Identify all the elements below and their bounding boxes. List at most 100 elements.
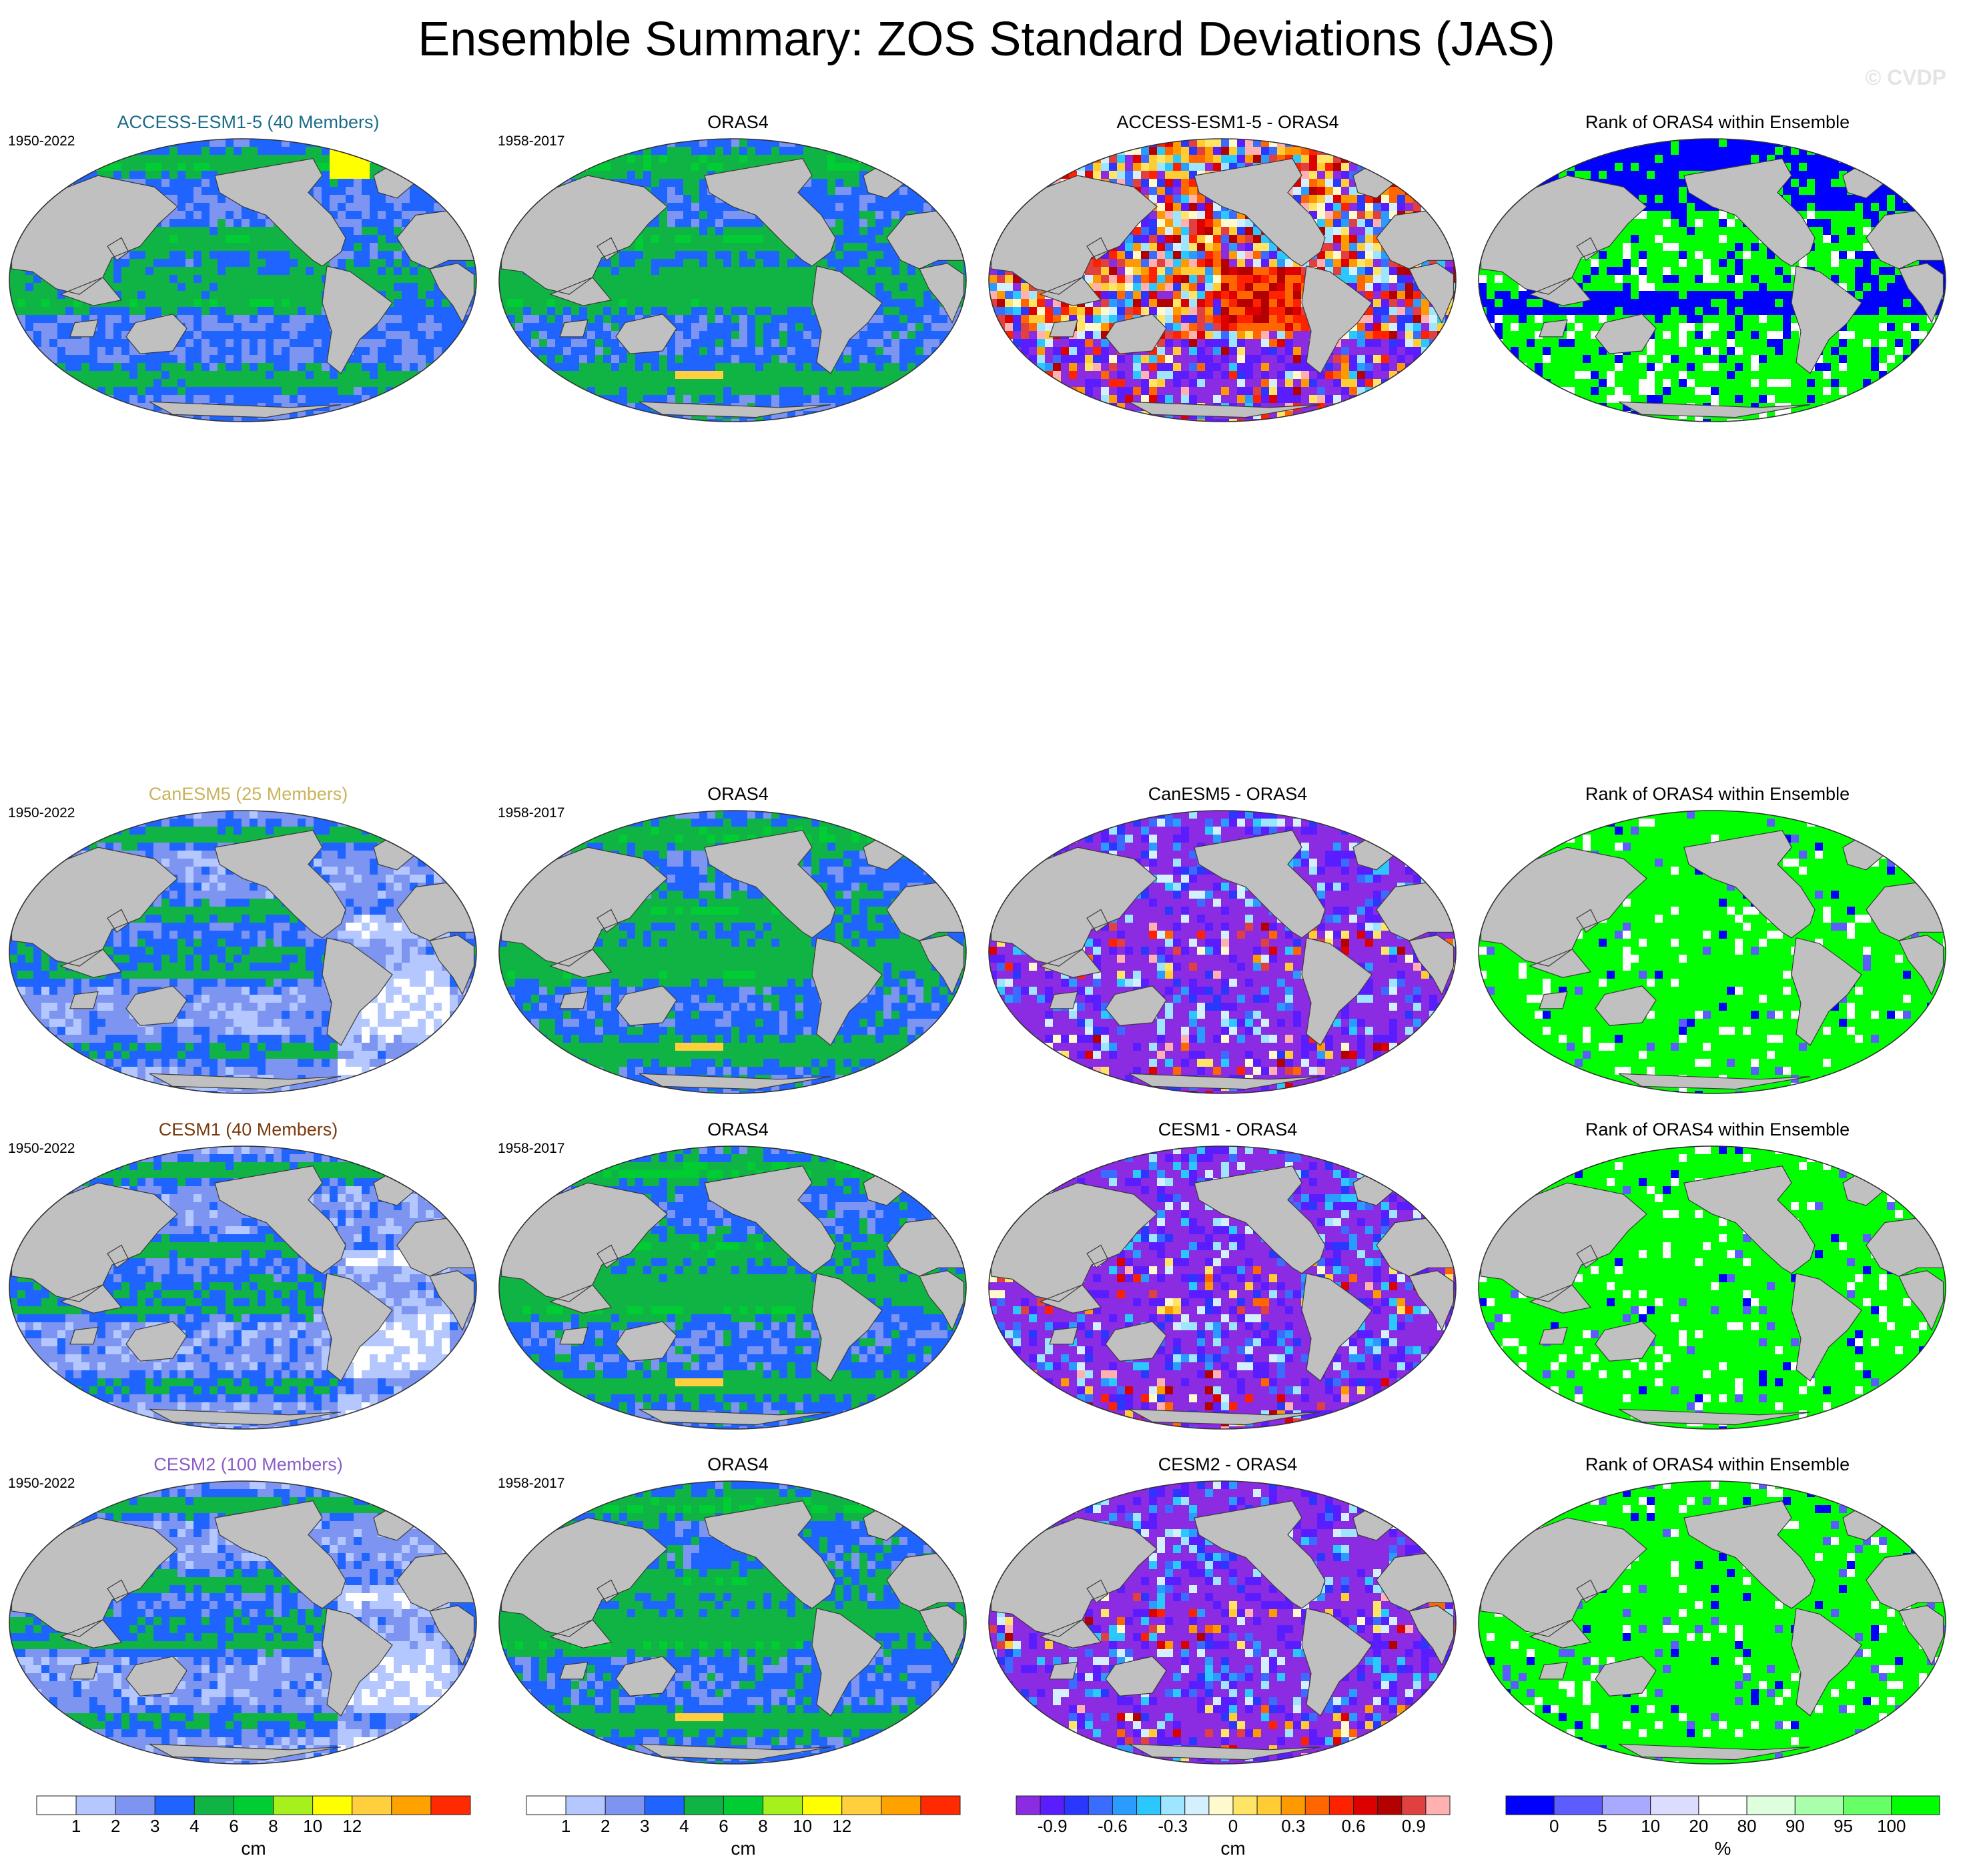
colorbar-swatch [1088, 1795, 1113, 1815]
cvdp-watermark: © CVDP [1866, 65, 1946, 90]
map-panel-cesm2-obs: ORAS4 1958-2017 [498, 1454, 978, 1768]
colorbar-swatch [193, 1795, 234, 1815]
panel-years: 1950-2022 [8, 1476, 75, 1492]
panel-years: 1950-2022 [8, 805, 75, 821]
map-std-field [9, 1480, 477, 1765]
colorbar-tick-label: 8 [758, 1816, 767, 1836]
panel-title: ACCESS-ESM1-5 - ORAS4 [988, 112, 1468, 133]
colorbar-unit: cm [731, 1838, 755, 1859]
map-diff-field [988, 138, 1457, 422]
colorbar-swatch [565, 1795, 606, 1815]
panel-title: ORAS4 [498, 784, 978, 805]
colorbar-tick-label: 3 [640, 1816, 649, 1836]
colorbar-tick-label: 4 [679, 1816, 689, 1836]
colorbar-tick-label: 0.9 [1402, 1816, 1426, 1836]
colorbar-swatch [605, 1795, 645, 1815]
map-diff-field [988, 1480, 1457, 1765]
colorbar-swatch [802, 1795, 843, 1815]
panel-title: CESM2 (100 Members) [8, 1454, 488, 1475]
colorbar-tick-label: 12 [342, 1816, 362, 1836]
colorbar-swatch [723, 1795, 764, 1815]
map-std-field [498, 1480, 967, 1765]
map-panel-access-obs: ORAS4 1958-2017 [498, 112, 978, 426]
colorbar-tick-label: 4 [189, 1816, 199, 1836]
map-std-field [9, 1145, 477, 1430]
colorbar-swatch [1746, 1795, 1796, 1815]
map-rank-field [1478, 1480, 1946, 1765]
colorbar-unit: cm [1220, 1838, 1245, 1859]
map-std-field [498, 138, 967, 422]
colorbar-swatch [1505, 1795, 1555, 1815]
colorbar-tick-label: -0.3 [1158, 1816, 1188, 1836]
map-std-field [9, 138, 477, 422]
colorbar-tick-label: 20 [1689, 1816, 1708, 1836]
panel-title: CESM2 - ORAS4 [988, 1454, 1468, 1475]
colorbar-unit: % [1715, 1838, 1731, 1859]
map-std-field [498, 1145, 967, 1430]
panel-years: 1958-2017 [498, 1141, 564, 1157]
colorbar-tick-label: 6 [719, 1816, 728, 1836]
colorbar-swatch [1064, 1795, 1089, 1815]
colorbar-tick-label: 0 [1228, 1816, 1238, 1836]
colorbar-tick-label: 3 [150, 1816, 159, 1836]
colorbar-swatch [644, 1795, 685, 1815]
map-panel-can-obs: ORAS4 1958-2017 [498, 784, 978, 1097]
colorbar-swatch [1112, 1795, 1138, 1815]
colorbar-swatch [233, 1795, 274, 1815]
map-panel-cesm1-diff: CESM1 - ORAS4 [988, 1119, 1468, 1433]
colorbar-swatch [1016, 1795, 1041, 1815]
colorbar-swatch [1232, 1795, 1258, 1815]
panel-years: 1950-2022 [8, 133, 75, 149]
colorbar-swatch [273, 1795, 314, 1815]
panel-title: ORAS4 [498, 1119, 978, 1140]
colorbar-tick-label: 0 [1549, 1816, 1559, 1836]
colorbar-tick-label: 80 [1737, 1816, 1757, 1836]
map-panel-can-rank: Rank of ORAS4 within Ensemble [1477, 784, 1958, 1097]
colorbar-swatch [36, 1795, 77, 1815]
colorbar-swatch [1891, 1795, 1940, 1815]
colorbar-swatch [1843, 1795, 1892, 1815]
panel-title: CanESM5 (25 Members) [8, 784, 488, 805]
map-std-field [498, 810, 967, 1094]
panel-title: Rank of ORAS4 within Ensemble [1477, 112, 1958, 133]
colorbar-tick-label: 10 [1641, 1816, 1660, 1836]
panel-years: 1958-2017 [498, 133, 564, 149]
colorbar-tick-label: 12 [832, 1816, 851, 1836]
map-panel-cesm1-rank: Rank of ORAS4 within Ensemble [1477, 1119, 1958, 1433]
colorbar-swatch [1136, 1795, 1162, 1815]
map-panel-cesm1-model: CESM1 (40 Members) 1950-2022 [8, 1119, 488, 1433]
panel-years: 1958-2017 [498, 805, 564, 821]
map-diff-field [988, 810, 1457, 1094]
panel-years: 1950-2022 [8, 1141, 75, 1157]
colorbar-swatch [1794, 1795, 1844, 1815]
colorbar-tick-label: 1 [71, 1816, 81, 1836]
colorbar-swatch [526, 1795, 566, 1815]
colorbar-swatch [1040, 1795, 1065, 1815]
colorbar-swatch [881, 1795, 921, 1815]
panel-title: CESM1 (40 Members) [8, 1119, 488, 1140]
map-rank-field [1478, 138, 1946, 422]
colorbar-swatch [1698, 1795, 1747, 1815]
colorbar-tick-label: 6 [229, 1816, 238, 1836]
colorbar-swatch [154, 1795, 195, 1815]
colorbar-swatch [1425, 1795, 1451, 1815]
colorbar-swatch [115, 1795, 155, 1815]
colorbar-swatch [1160, 1795, 1186, 1815]
map-panel-cesm2-rank: Rank of ORAS4 within Ensemble [1477, 1454, 1958, 1768]
colorbar-swatch [430, 1795, 471, 1815]
colorbar-swatch [1280, 1795, 1306, 1815]
panel-title: ORAS4 [498, 1454, 978, 1475]
colorbar-tick-label: 95 [1834, 1816, 1853, 1836]
colorbar-tick-label: 10 [793, 1816, 812, 1836]
map-panel-can-model: CanESM5 (25 Members) 1950-2022 [8, 784, 488, 1097]
figure-title: Ensemble Summary: ZOS Standard Deviation… [0, 12, 1973, 67]
colorbar-tick-label: 90 [1786, 1816, 1805, 1836]
colorbar-swatch [312, 1795, 353, 1815]
colorbar-tick-label: 0.6 [1341, 1816, 1365, 1836]
colorbar-swatch [1304, 1795, 1330, 1815]
colorbar-tick-label: -0.6 [1098, 1816, 1128, 1836]
colorbar-tick-label: 1 [561, 1816, 570, 1836]
colorbar-swatch [683, 1795, 724, 1815]
map-panel-access-model: ACCESS-ESM1-5 (40 Members) 1950-2022 [8, 112, 488, 426]
panel-title: CanESM5 - ORAS4 [988, 784, 1468, 805]
